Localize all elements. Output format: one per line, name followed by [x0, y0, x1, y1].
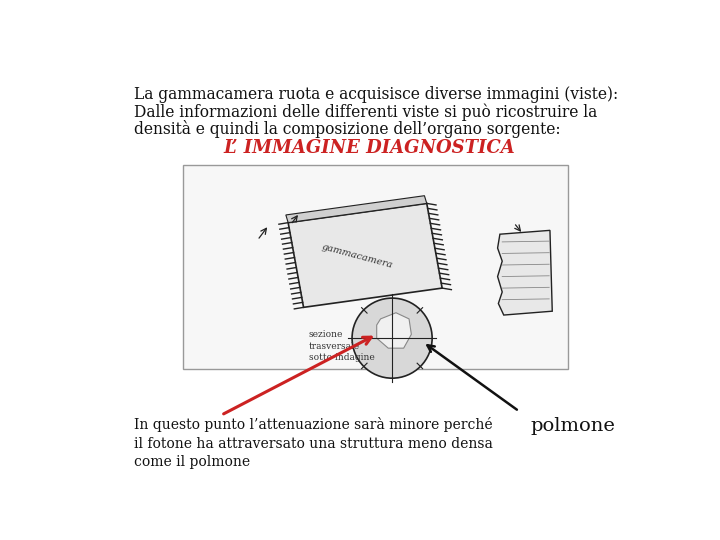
Ellipse shape: [352, 298, 432, 378]
Text: densità e quindi la composizione dell’organo sorgente:: densità e quindi la composizione dell’or…: [134, 120, 561, 138]
Polygon shape: [286, 195, 427, 222]
Polygon shape: [377, 313, 411, 348]
Text: Dalle informazioni delle differenti viste si può ricostruire la: Dalle informazioni delle differenti vist…: [134, 103, 598, 121]
Bar: [183, 165, 567, 369]
Text: gammacamera: gammacamera: [321, 242, 394, 269]
Text: sezione
trasversale
sotto indagine: sezione trasversale sotto indagine: [309, 330, 374, 362]
Polygon shape: [498, 231, 552, 315]
Text: La gammacamera ruota e acquisisce diverse immagini (viste):: La gammacamera ruota e acquisisce divers…: [134, 86, 618, 103]
Text: polmone: polmone: [531, 417, 616, 435]
Polygon shape: [288, 204, 442, 307]
Text: In questo punto l’attenuazione sarà minore perché
il fotone ha attraversato una : In questo punto l’attenuazione sarà mino…: [134, 417, 493, 469]
Text: L’ IMMAGINE DIAGNOSTICA: L’ IMMAGINE DIAGNOSTICA: [223, 139, 515, 157]
